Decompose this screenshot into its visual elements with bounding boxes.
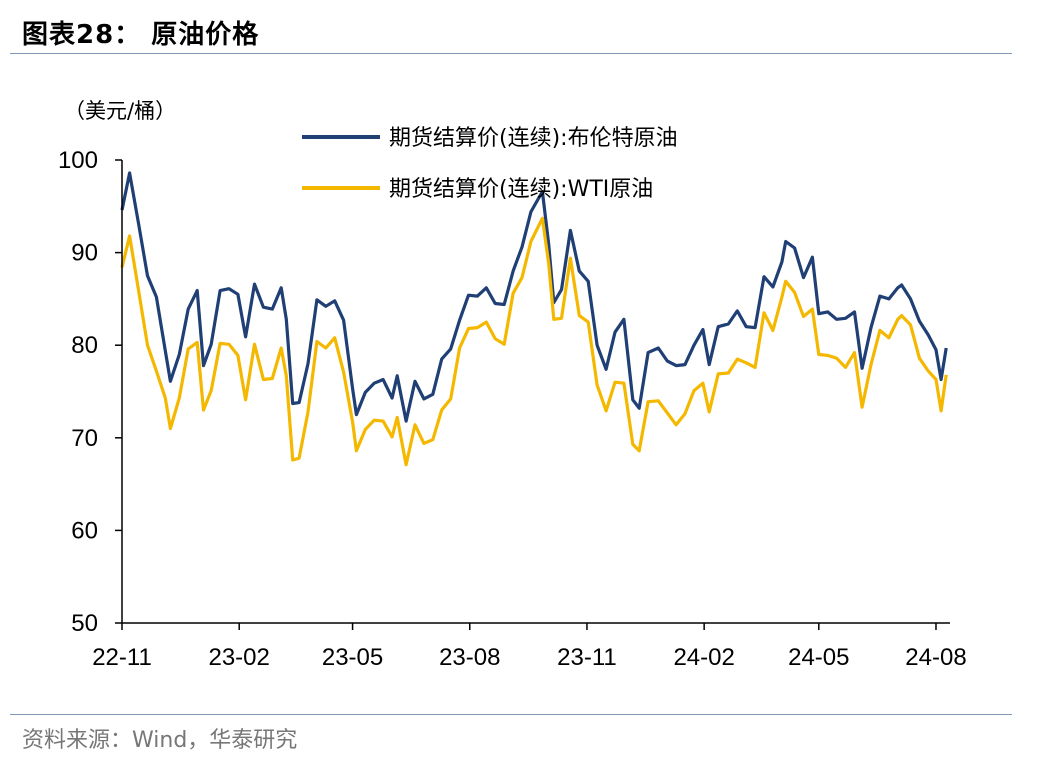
x-tick-label: 22-11: [92, 644, 152, 671]
y-tick-label: 80: [71, 332, 98, 359]
axis-layer: 50 60 70 80 90 100 22-11 23-02 23-05 23-08 23-11 24…: [58, 147, 967, 671]
x-tick-label: 23-02: [208, 644, 269, 671]
brent-series-line: [120, 171, 948, 423]
x-tick-label: 24-08: [905, 644, 966, 671]
x-tick-label: 23-11: [557, 644, 617, 671]
x-tick-label: 23-08: [439, 644, 500, 671]
top-rule: [10, 53, 1012, 54]
legend-label: 期货结算价(连续):WTI原油: [389, 177, 653, 202]
x-tick-label: 24-02: [673, 644, 734, 671]
wti-series-line: [120, 216, 948, 467]
bottom-rule: [10, 714, 1012, 715]
y-tick-label: 50: [71, 610, 98, 637]
series-layer: [120, 171, 948, 467]
source-note: 资料来源：Wind，华泰研究: [22, 728, 298, 753]
y-axis-unit-label: （美元/桶）: [64, 99, 176, 123]
y-tick-label: 70: [71, 425, 98, 452]
legend-label: 期货结算价(连续):布伦特原油: [389, 126, 678, 151]
y-tick-label: 60: [71, 517, 98, 544]
y-tick-label: 100: [58, 147, 98, 174]
figure-title: 图表28： 原油价格: [22, 20, 260, 50]
x-tick-label: 24-05: [788, 644, 849, 671]
x-tick-label: 23-05: [322, 644, 383, 671]
y-tick-label: 90: [71, 240, 98, 267]
